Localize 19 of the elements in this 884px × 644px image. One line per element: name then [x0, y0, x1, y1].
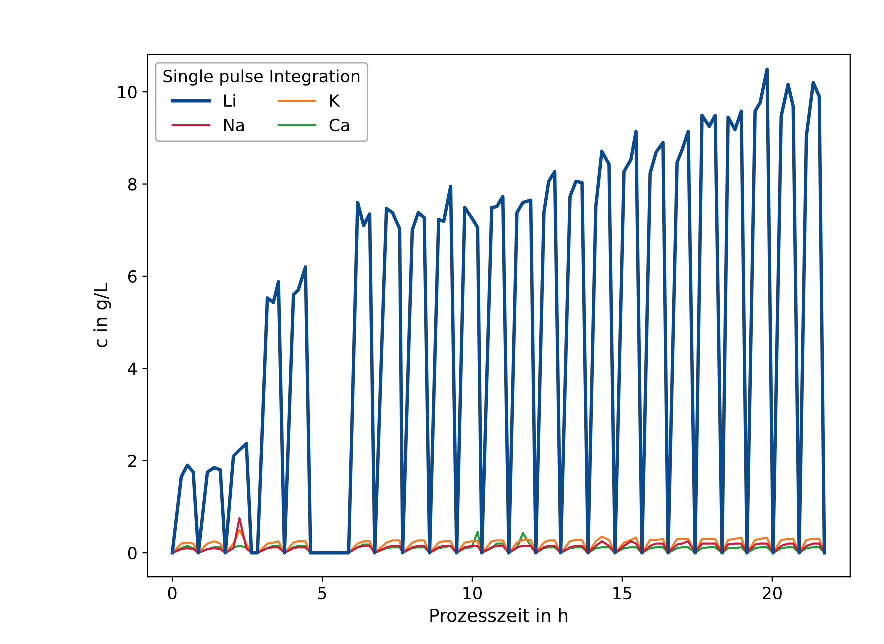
legend-label: Ca	[330, 118, 350, 132]
y-axis-title: c in g/L	[94, 283, 112, 348]
x-tick-label: 15	[614, 587, 632, 600]
legend-label: Na	[224, 119, 244, 132]
x-tick-label: 0	[168, 587, 177, 600]
x-axis-title: Prozesszeit in h	[430, 608, 568, 622]
y-tick-label: 4	[128, 362, 137, 375]
x-tick-label: 10	[464, 587, 482, 600]
legend-label: K	[330, 94, 340, 107]
y-tick-label: 0	[128, 547, 137, 560]
legend-title: Single pulse Integration	[164, 70, 360, 86]
x-tick-label: 20	[763, 587, 782, 600]
y-tick-label: 10	[118, 86, 137, 99]
y-tick-label: 8	[128, 178, 137, 191]
x-tick-label: 5	[318, 587, 326, 600]
y-tick-label: 6	[128, 270, 137, 284]
line-series	[171, 517, 826, 554]
y-tick-label: 2	[128, 454, 136, 468]
legend-label: Li	[224, 94, 236, 107]
